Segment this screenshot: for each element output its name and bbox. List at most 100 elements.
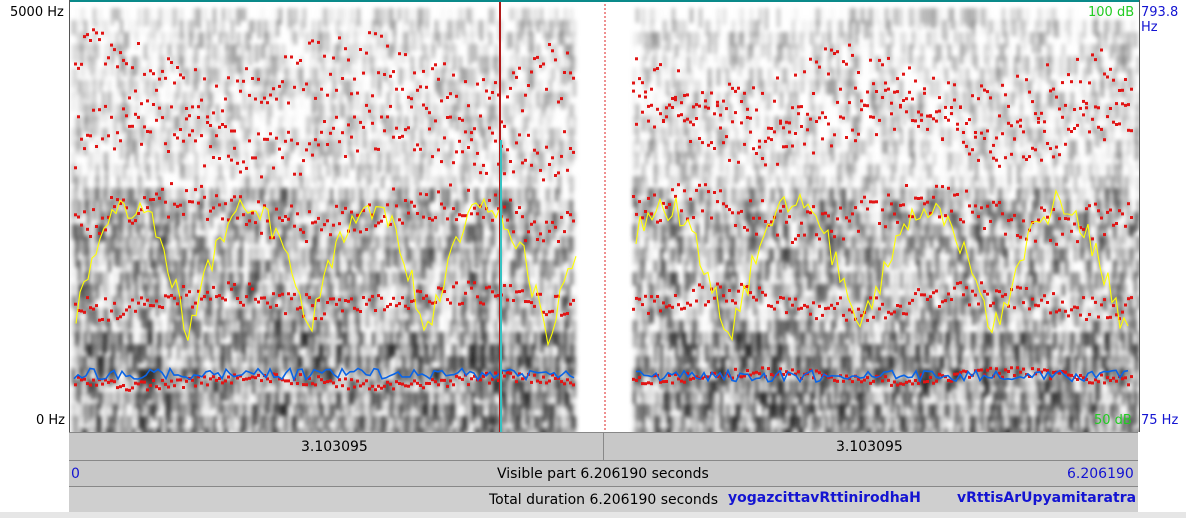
formant-point (143, 125, 146, 129)
formant-point (938, 215, 941, 219)
formant-point (188, 200, 191, 204)
formant-point (539, 380, 542, 384)
segment-duration-bar[interactable]: 3.103095 3.103095 (69, 432, 1138, 461)
formant-point (647, 119, 650, 123)
formant-point (866, 104, 869, 108)
formant-point (77, 115, 80, 119)
formant-point (377, 71, 380, 75)
formant-point (140, 102, 143, 106)
formant-point (533, 148, 536, 152)
formant-point (1124, 376, 1127, 380)
formant-point (758, 372, 761, 376)
formant-point (674, 95, 677, 99)
formant-point (875, 90, 878, 93)
formant-point (206, 115, 209, 119)
formant-point (239, 89, 242, 93)
spectrogram-canvas[interactable] (70, 0, 1139, 432)
formant-point (1013, 374, 1016, 377)
formant-point (1094, 202, 1097, 206)
formant-point (1043, 120, 1046, 124)
formant-point (449, 183, 452, 187)
formant-point (461, 377, 464, 381)
formant-point (1040, 298, 1043, 302)
formant-point (263, 204, 266, 208)
formant-point (467, 146, 470, 149)
visible-part-bar[interactable]: 0 Visible part 6.206190 seconds 6.206190 (69, 460, 1138, 487)
formant-point (1061, 115, 1064, 119)
formant-point (215, 295, 218, 299)
formant-point (635, 378, 638, 382)
formant-point (914, 119, 917, 123)
formant-point (359, 48, 362, 51)
formant-point (110, 43, 113, 47)
formant-point (893, 380, 896, 384)
formant-point (1049, 311, 1052, 315)
segment-right[interactable]: 3.103095 (604, 433, 1137, 461)
formant-point (353, 228, 356, 232)
formant-point (203, 164, 206, 168)
formant-point (317, 143, 320, 147)
formant-point (284, 55, 287, 59)
formant-point (665, 380, 668, 383)
segment-left[interactable]: 3.103095 (69, 433, 604, 461)
formant-point (1055, 310, 1058, 314)
formant-point (653, 68, 656, 72)
formant-point (881, 302, 884, 306)
total-duration-bar[interactable]: Total duration 6.206190 seconds yogazcit… (69, 486, 1138, 513)
formant-point (74, 62, 77, 66)
formant-point (632, 195, 635, 198)
formant-point (566, 168, 569, 172)
spectrogram-panel[interactable] (69, 0, 1140, 432)
formant-point (1085, 101, 1088, 105)
formant-point (476, 212, 479, 216)
formant-point (914, 379, 917, 382)
formant-point (860, 380, 863, 384)
formant-point (1082, 99, 1085, 103)
formant-point (758, 216, 761, 220)
formant-point (449, 301, 452, 305)
formant-point (326, 93, 329, 97)
formant-point (119, 202, 122, 205)
formant-point (911, 119, 914, 122)
formant-point (1043, 368, 1046, 372)
formant-point (1052, 292, 1055, 296)
formant-point (275, 136, 278, 140)
formant-point (191, 305, 194, 309)
formant-point (923, 87, 926, 91)
formant-point (1112, 223, 1115, 227)
formant-point (848, 43, 851, 47)
formant-point (785, 311, 788, 315)
formant-point (323, 312, 326, 316)
formant-point (122, 198, 125, 202)
visible-part-label: Visible part 6.206190 seconds (497, 466, 709, 482)
formant-point (1079, 106, 1082, 110)
formant-point (1076, 123, 1079, 127)
formant-point (83, 210, 86, 214)
formant-point (560, 380, 563, 384)
formant-point (305, 82, 308, 86)
formant-point (539, 64, 542, 68)
formant-point (254, 221, 257, 225)
formant-point (134, 219, 137, 223)
formant-point (158, 106, 161, 110)
formant-point (224, 379, 227, 383)
formant-point (389, 302, 392, 306)
formant-point (191, 200, 194, 204)
formant-point (260, 231, 263, 235)
formant-point (638, 94, 641, 98)
formant-point (152, 304, 155, 308)
formant-point (956, 122, 959, 126)
formant-point (899, 105, 902, 109)
formant-point (365, 302, 368, 306)
formant-point (182, 139, 185, 143)
formant-point (179, 128, 182, 131)
formant-point (698, 283, 701, 287)
formant-point (389, 222, 392, 226)
formant-point (377, 294, 380, 298)
formant-point (260, 379, 263, 383)
formant-point (692, 123, 695, 127)
formant-point (242, 160, 245, 164)
formant-point (905, 97, 908, 101)
formant-point (1028, 90, 1031, 94)
formant-point (647, 311, 650, 315)
